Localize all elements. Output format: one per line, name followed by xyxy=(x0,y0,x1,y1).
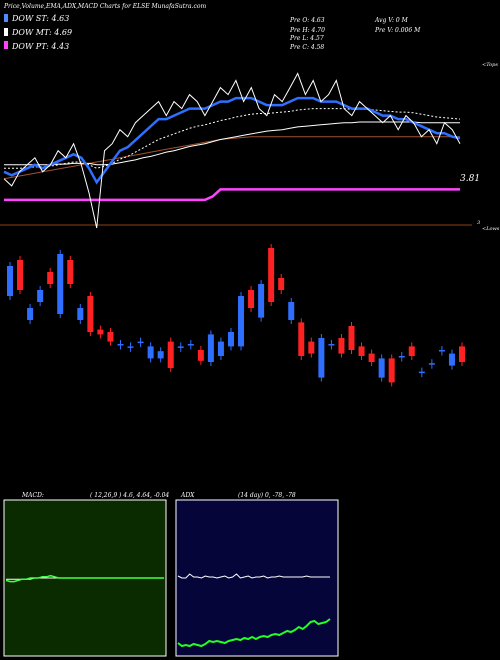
candle-body xyxy=(278,278,285,290)
bottom-tick-label: 3 xyxy=(477,220,480,226)
legend-mt: DOW MT: 4.69 xyxy=(11,28,72,37)
stat-high: Pre H: 4.70 xyxy=(289,27,325,34)
price-line xyxy=(3,72,461,229)
stat-avg-volume: Avg V: 0 M xyxy=(374,17,409,24)
candle-body xyxy=(127,346,134,348)
candle-body xyxy=(117,344,124,346)
adx-frame xyxy=(175,499,339,657)
support-line xyxy=(3,136,460,180)
candle-body xyxy=(207,334,214,362)
candle-body xyxy=(318,338,325,378)
candle-body xyxy=(348,326,355,350)
legend: DOW ST: 4.63 DOW MT: 4.69 DOW PT: 4.43 xyxy=(4,14,72,51)
stat-prev-volume: Pre V: 0.006 M xyxy=(374,27,421,34)
candle-body xyxy=(288,302,295,320)
candle-body xyxy=(107,332,114,342)
candle-body xyxy=(227,332,234,347)
candle-body xyxy=(57,254,64,314)
candle-body xyxy=(268,248,275,302)
candle-body xyxy=(97,329,104,335)
legend-swatch-mt xyxy=(4,28,8,36)
candle-body xyxy=(87,296,94,332)
legend-swatch-pt xyxy=(4,41,8,49)
adx-label: ADX xyxy=(180,492,195,499)
candle-body xyxy=(418,371,425,374)
candle-body xyxy=(157,351,164,359)
stat-low: Pre L: 4.57 xyxy=(289,35,324,42)
candle-body xyxy=(187,344,194,346)
adx-panel: ADX (14 day) 0, -78, -78 xyxy=(175,492,339,657)
macd-lines xyxy=(5,574,164,583)
adx-lines xyxy=(177,573,331,648)
chart-title: Price,Volume,EMA,ADX,MACD Charts for ELS… xyxy=(3,3,206,10)
candle-body xyxy=(217,341,224,356)
candle-body xyxy=(459,346,465,362)
legend-st: DOW ST: 4.63 xyxy=(11,14,69,23)
candle-body xyxy=(398,356,405,358)
candle-body xyxy=(47,272,54,284)
candle-body xyxy=(17,260,24,290)
legend-pt: DOW PT: 4.43 xyxy=(11,42,69,51)
adx-line xyxy=(177,618,331,648)
stat-close: Pre C: 4.58 xyxy=(289,44,324,51)
candle-body xyxy=(37,290,44,302)
ema-short-line xyxy=(3,96,461,185)
stats-block: Pre O: 4.63 Pre H: 4.70 Pre L: 4.57 Pre … xyxy=(289,17,421,51)
candle-body xyxy=(328,344,335,346)
candle-body xyxy=(147,346,154,359)
candle-body xyxy=(308,341,315,354)
candle-body xyxy=(137,341,144,344)
stat-open: Pre O: 4.63 xyxy=(289,17,325,24)
candle-body xyxy=(368,353,375,362)
candle-body xyxy=(378,358,385,378)
candle-body xyxy=(177,346,184,348)
price-panel: <Tops <Lows 3 3.81 xyxy=(0,62,500,232)
adx-params: (14 day) 0, -78, -78 xyxy=(238,492,296,499)
candle-body xyxy=(298,322,305,356)
macd-panel: MACD: ( 12,26,9 ) 4.6, 4.64, -0.04 xyxy=(3,492,169,657)
candle-panel xyxy=(7,244,465,387)
candle-body xyxy=(438,350,445,352)
candle-body xyxy=(448,353,455,366)
candle-body xyxy=(67,260,74,284)
candle-body xyxy=(248,290,255,308)
candle-body xyxy=(388,358,395,383)
ema-long-line xyxy=(4,121,460,166)
candle-body xyxy=(7,266,13,296)
candle-body xyxy=(338,338,345,354)
candle-body xyxy=(167,341,174,368)
price-level-label: 3.81 xyxy=(460,174,480,184)
macd-params: ( 12,26,9 ) 4.6, 4.64, -0.04 xyxy=(90,492,169,499)
candle-body xyxy=(258,284,265,318)
candle-body xyxy=(197,350,204,361)
candle-body xyxy=(27,308,34,320)
candle-body xyxy=(77,308,84,320)
macd-line xyxy=(5,574,164,583)
dow-pt-line xyxy=(4,188,460,202)
candle-body xyxy=(428,363,435,365)
macd-label: MACD: xyxy=(21,492,44,499)
candle-body xyxy=(408,346,415,356)
candle-body xyxy=(358,346,365,356)
lows-label: <Lows xyxy=(482,226,500,232)
adx-ref-line xyxy=(177,573,330,579)
candle-body xyxy=(238,296,245,347)
tops-label: <Tops xyxy=(482,62,498,68)
legend-swatch-st xyxy=(4,14,8,22)
